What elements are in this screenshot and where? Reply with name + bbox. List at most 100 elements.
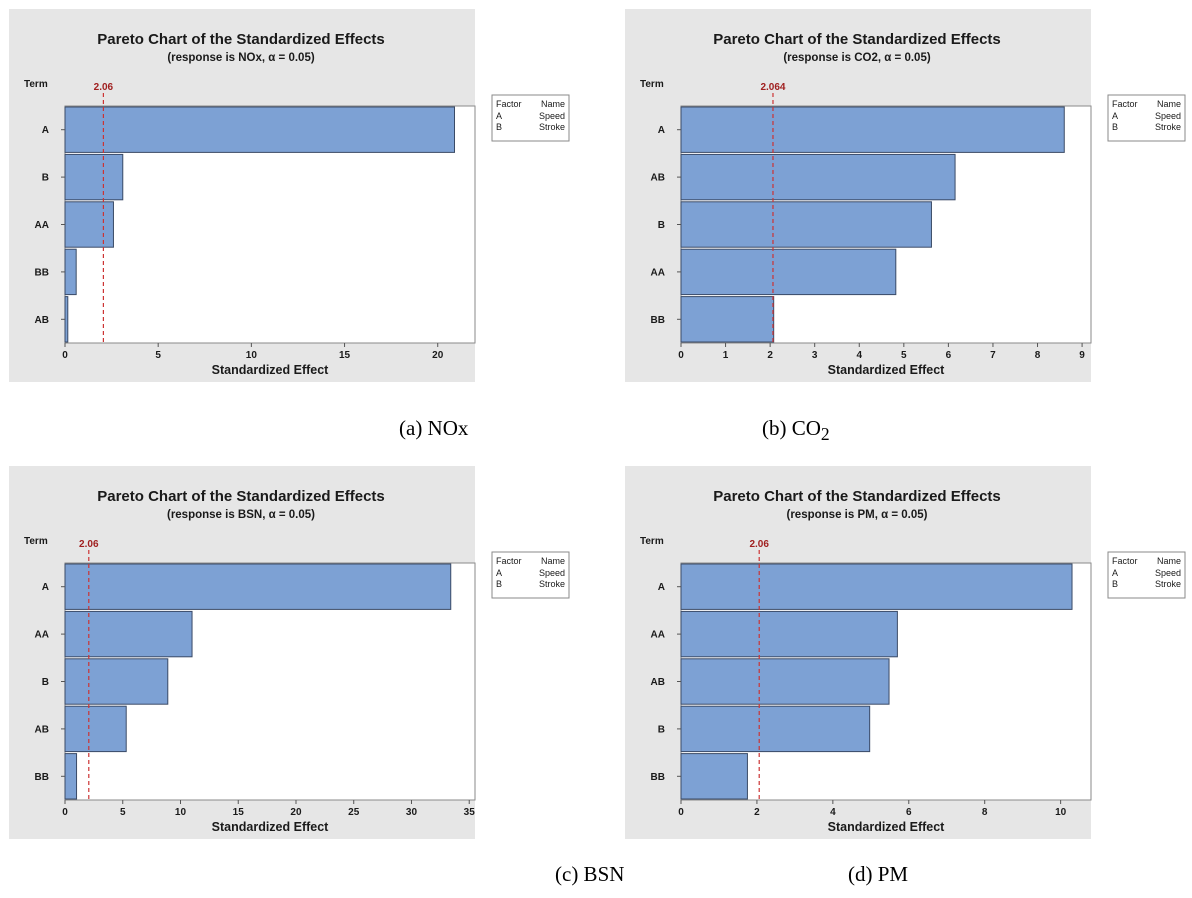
caption-co2: (b) CO2 (762, 416, 830, 445)
y-axis-label: Term (24, 79, 48, 90)
x-tick-label: 8 (982, 807, 988, 818)
legend: Factor Name A Speed B Stroke (491, 551, 570, 599)
x-axis-label: Standardized Effect (212, 820, 330, 834)
x-tick-label: 0 (678, 807, 684, 818)
legend-name: Speed (1155, 568, 1181, 578)
legend-box (1107, 94, 1186, 142)
legend-name: Speed (539, 568, 565, 578)
bar-AB (680, 658, 890, 705)
legend-box (491, 94, 570, 142)
bar-BB (64, 753, 78, 800)
x-tick-label: 1 (723, 350, 729, 361)
x-axis-label: Standardized Effect (212, 363, 330, 377)
bar-AA (680, 610, 898, 658)
y-tick-label: AB (35, 724, 49, 735)
y-tick-label: BB (35, 772, 49, 783)
legend: Factor Name A Speed B Stroke (1107, 94, 1186, 142)
caption-nox: (a) NOx (399, 416, 469, 440)
legend-box (1107, 551, 1186, 599)
chart-svg: Pareto Chart of the Standardized Effects… (625, 9, 1186, 382)
pareto-chart-pm: Pareto Chart of the Standardized Effects… (625, 466, 1186, 839)
legend-factor: B (496, 122, 502, 132)
y-tick-label: BB (35, 267, 49, 278)
caption-bsn: (c) BSN (555, 862, 625, 886)
bar-B (64, 658, 169, 705)
x-tick-label: 5 (120, 807, 126, 818)
x-tick-label: 30 (406, 807, 418, 818)
legend-factor: B (496, 579, 502, 589)
legend-factor: A (496, 111, 502, 121)
legend-header: Factor (496, 99, 522, 109)
reference-line-label: 2.06 (749, 539, 769, 550)
legend-name: Speed (539, 111, 565, 121)
x-tick-label: 9 (1079, 350, 1085, 361)
bar-B (680, 705, 871, 753)
bar-B (680, 201, 932, 248)
x-tick-label: 20 (290, 807, 302, 818)
bar-AB (680, 153, 956, 201)
bar-BB (680, 296, 775, 343)
x-tick-label: 6 (906, 807, 912, 818)
y-tick-label: AB (651, 677, 665, 688)
x-tick-label: 15 (233, 807, 245, 818)
y-tick-label: B (658, 724, 665, 735)
y-tick-label: BB (651, 772, 665, 783)
legend-name: Speed (1155, 111, 1181, 121)
caption-pm: (d) PM (848, 862, 909, 886)
y-tick-label: A (42, 582, 49, 593)
x-tick-label: 3 (812, 350, 818, 361)
chart-title: Pareto Chart of the Standardized Effects (713, 31, 1001, 48)
x-tick-label: 4 (856, 350, 862, 361)
chart-title: Pareto Chart of the Standardized Effects (97, 31, 385, 48)
legend-header: Factor (1112, 556, 1138, 566)
x-tick-label: 6 (946, 350, 952, 361)
chart-subtitle: (response is NOx, α = 0.05) (167, 52, 315, 64)
chart-subtitle: (response is CO2, α = 0.05) (783, 52, 931, 64)
bar-AA (64, 610, 193, 658)
bar-A (64, 563, 452, 610)
x-tick-label: 10 (1055, 807, 1067, 818)
y-tick-label: A (658, 582, 665, 593)
legend-factor: A (496, 568, 502, 578)
legend-header: Factor (496, 556, 522, 566)
x-tick-label: 10 (246, 350, 258, 361)
x-tick-label: 2 (754, 807, 760, 818)
y-tick-label: AB (35, 315, 49, 326)
y-axis-label: Term (640, 536, 664, 547)
caption-co2-subscript: 2 (820, 424, 830, 445)
pareto-chart-co2: Pareto Chart of the Standardized Effects… (625, 9, 1186, 382)
reference-line-label: 2.06 (79, 539, 99, 550)
legend-name: Stroke (1155, 122, 1181, 132)
x-tick-label: 35 (464, 807, 476, 818)
chart-svg: Pareto Chart of the Standardized Effects… (625, 466, 1186, 839)
x-tick-label: 20 (432, 350, 444, 361)
x-tick-label: 10 (175, 807, 187, 818)
y-tick-label: B (658, 220, 665, 231)
y-tick-label: BB (651, 315, 665, 326)
legend-name: Stroke (539, 122, 565, 132)
x-tick-label: 2 (767, 350, 773, 361)
legend: Factor Name A Speed B Stroke (1107, 551, 1186, 599)
x-tick-label: 0 (62, 807, 68, 818)
legend-name: Stroke (1155, 579, 1181, 589)
legend-header: Name (1157, 556, 1181, 566)
y-tick-label: AB (651, 173, 665, 184)
pareto-chart-bsn: Pareto Chart of the Standardized Effects… (9, 466, 570, 839)
y-tick-label: A (658, 125, 665, 136)
x-tick-label: 0 (62, 350, 68, 361)
legend: Factor Name A Speed B Stroke (491, 94, 570, 142)
legend-factor: A (1112, 111, 1118, 121)
y-tick-label: B (42, 173, 49, 184)
y-tick-label: AA (651, 630, 665, 641)
legend-header: Name (541, 99, 565, 109)
chart-subtitle: (response is PM, α = 0.05) (787, 509, 928, 521)
x-axis-label: Standardized Effect (828, 820, 946, 834)
x-tick-label: 0 (678, 350, 684, 361)
y-tick-label: AA (35, 220, 49, 231)
legend-factor: A (1112, 568, 1118, 578)
legend-header: Name (541, 556, 565, 566)
chart-title: Pareto Chart of the Standardized Effects (97, 488, 385, 505)
bar-BB (680, 753, 748, 800)
x-tick-label: 25 (348, 807, 360, 818)
y-tick-label: AA (35, 630, 49, 641)
